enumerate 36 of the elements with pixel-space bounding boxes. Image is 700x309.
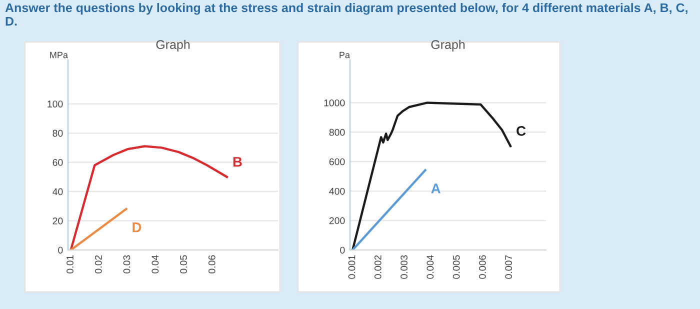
x-tick-label: 0.03 (123, 255, 130, 274)
x-tick-label: 0.06 (208, 255, 216, 274)
text: Answer the questions by looking at the stress and strain diagram presented below, for 4 different materials A, B, C, D. (5, 3, 688, 26)
line-series (352, 102, 512, 250)
x-tick-label: 0.003 (400, 255, 408, 279)
y-tick-label: 1000 (324, 99, 345, 106)
y-tick-label: 0 (58, 246, 63, 254)
x-tick-label: 0.002 (374, 255, 382, 279)
x-tick-label: 0.007 (505, 255, 512, 279)
x-tick-label: 0.005 (452, 255, 460, 279)
chart-title: Graph (431, 40, 465, 52)
y-tick-label: 0 (340, 246, 345, 254)
series-label: C (516, 126, 526, 136)
y-axis-title: Pa (340, 52, 350, 58)
y-tick-label: 800 (329, 128, 345, 136)
x-tick-label: 0.01 (66, 255, 74, 274)
series-label: B (233, 157, 242, 167)
chart-title: Graph (156, 40, 190, 52)
y-tick-label: 80 (52, 130, 63, 137)
y-axis-title: MPa (50, 52, 68, 58)
y-tick-label: 600 (329, 158, 345, 166)
x-tick-label: 0.04 (152, 255, 159, 274)
line-series (70, 145, 228, 250)
x-tick-label: 0.05 (180, 255, 187, 274)
y-tick-label: 60 (52, 159, 63, 166)
y-tick-label: 20 (52, 218, 63, 224)
x-tick-label: 0.02 (94, 255, 102, 274)
series-label: A (431, 184, 440, 194)
y-tick-label: 40 (52, 188, 63, 196)
x-tick-label: 0.006 (479, 255, 486, 279)
y-tick-label: 400 (329, 188, 345, 195)
x-tick-label: 0.001 (348, 255, 356, 279)
y-tick-label: 200 (329, 217, 345, 224)
series-label: D (132, 222, 142, 232)
y-tick-label: 100 (48, 100, 63, 108)
x-tick-label: 0.004 (426, 255, 434, 279)
